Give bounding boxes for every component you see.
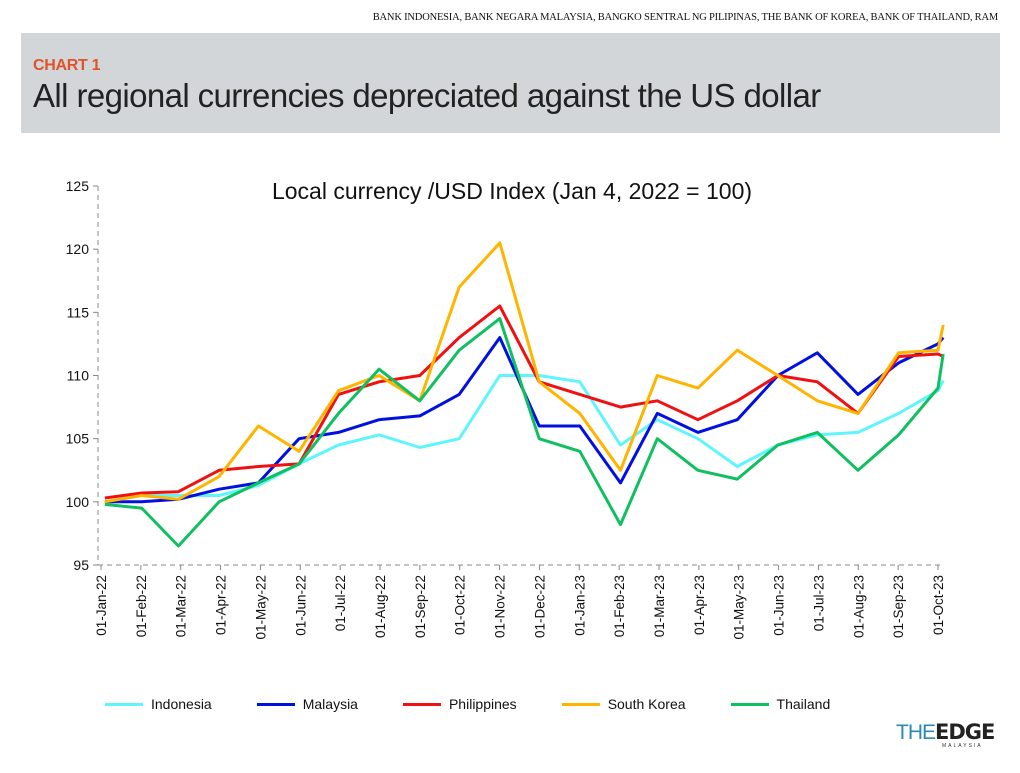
legend: Indonesia Malaysia Philippines South Korea T… xyxy=(105,696,875,712)
legend-item-indonesia: Indonesia xyxy=(105,696,212,712)
x-tick-label: 01-Oct-22 xyxy=(453,575,468,635)
y-tick-label: 115 xyxy=(67,304,90,320)
source-credit: BANK INDONESIA, BANK NEGARA MALAYSIA, BA… xyxy=(372,12,998,23)
x-tick-label: 01-Jul-23 xyxy=(811,575,826,631)
x-tick-label: 01-Feb-23 xyxy=(612,575,627,637)
legend-label: Thailand xyxy=(776,696,831,712)
legend-item-south-korea: South Korea xyxy=(561,696,686,712)
series-line-malaysia xyxy=(104,336,945,504)
x-tick-label: 01-Jan-23 xyxy=(572,575,587,636)
legend-item-malaysia: Malaysia xyxy=(256,696,358,712)
x-tick-label: 01-Aug-22 xyxy=(373,575,388,638)
y-tick-label: 120 xyxy=(66,241,90,257)
x-tick-label: 01-May-22 xyxy=(253,575,268,640)
y-tick-label: 125 xyxy=(66,178,90,194)
legend-label: Malaysia xyxy=(302,696,358,712)
chart-title: Local currency /USD Index (Jan 4, 2022 =… xyxy=(272,178,752,204)
headline: All regional currencies depreciated agai… xyxy=(33,77,821,114)
y-tick-label: 95 xyxy=(73,557,89,573)
legend-label: South Korea xyxy=(607,696,686,712)
legend-swatch xyxy=(256,702,295,706)
y-tick-label: 105 xyxy=(66,431,90,447)
x-tick-label: 01-Sep-23 xyxy=(891,575,906,638)
legend-swatch xyxy=(105,702,143,706)
x-tick-label: 01-Dec-22 xyxy=(532,575,547,638)
the-edge-logo: THEEDGE MALAYSIA xyxy=(896,720,995,749)
x-tick-label: 01-Feb-22 xyxy=(134,575,149,637)
legend-label: Indonesia xyxy=(151,696,212,712)
legend-swatch xyxy=(730,702,769,706)
x-tick-label: 01-Aug-23 xyxy=(851,575,866,638)
legend-label: Philippines xyxy=(448,696,517,712)
x-tick-label: 01-Mar-22 xyxy=(174,575,189,637)
legend-swatch xyxy=(561,702,600,706)
chart-number: CHART 1 xyxy=(33,57,101,74)
x-tick-label: 01-Sep-22 xyxy=(413,575,428,638)
x-tick-label: 01-Jun-22 xyxy=(293,575,308,636)
series-line-thailand xyxy=(104,317,945,548)
legend-item-thailand: Thailand xyxy=(730,696,831,712)
x-tick-label: 01-Mar-23 xyxy=(652,575,667,637)
legend-item-philippines: Philippines xyxy=(402,696,517,712)
x-tick-label: 01-Apr-23 xyxy=(692,575,707,635)
x-tick-label: 01-Jul-22 xyxy=(333,575,348,631)
x-tick-label: 01-Jan-22 xyxy=(94,575,109,636)
y-tick-label: 100 xyxy=(66,494,90,510)
legend-swatch xyxy=(402,702,441,706)
x-tick-label: 01-Oct-23 xyxy=(931,575,946,635)
x-tick-label: 01-Jun-23 xyxy=(772,575,787,636)
x-tick-label: 01-Apr-22 xyxy=(214,575,229,635)
y-tick-label: 110 xyxy=(67,368,90,384)
x-tick-label: 01-May-23 xyxy=(732,575,747,640)
header-banner: CHART 1 All regional currencies deprecia… xyxy=(21,33,1000,133)
x-tick-label: 01-Nov-22 xyxy=(493,575,508,638)
series-line-south-korea xyxy=(104,241,945,504)
